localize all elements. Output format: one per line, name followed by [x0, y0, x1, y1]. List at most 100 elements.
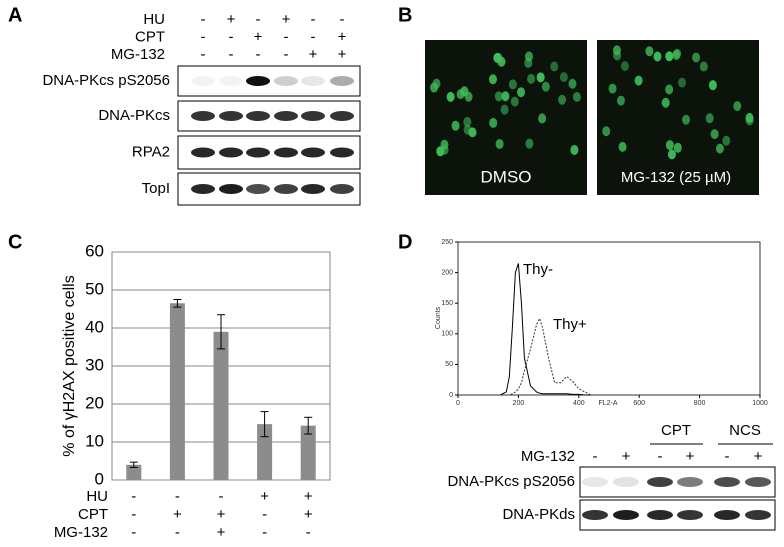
band — [330, 111, 354, 121]
sign: + — [173, 506, 182, 523]
nucleus — [745, 115, 754, 126]
nucleus — [446, 91, 455, 102]
sign: + — [227, 11, 236, 28]
sign: + — [304, 488, 313, 505]
series-label: Thy+ — [553, 316, 587, 333]
nucleus — [665, 140, 674, 151]
y-tick-label: 50 — [85, 279, 104, 298]
nucleus — [570, 144, 579, 155]
condition-label: MG-132 — [521, 448, 575, 465]
blot-label: DNA-PKcs pS2056 — [447, 473, 575, 490]
nucleus — [602, 126, 611, 137]
nucleus — [678, 77, 687, 88]
sign: - — [311, 11, 316, 28]
bar — [126, 464, 142, 480]
band — [330, 76, 354, 86]
panel-label: D — [398, 231, 412, 253]
band — [219, 76, 243, 86]
nucleus — [618, 141, 627, 152]
sign: - — [201, 46, 206, 63]
y-tick-label: 50 — [445, 361, 453, 368]
sign: + — [254, 28, 263, 45]
error-bar — [129, 461, 138, 468]
nucleus — [468, 127, 477, 138]
band — [714, 510, 740, 520]
sign: - — [219, 488, 224, 505]
band — [191, 111, 215, 121]
band — [613, 477, 639, 487]
condition-label: HU — [86, 488, 108, 505]
sign: - — [262, 506, 267, 523]
band — [301, 184, 325, 194]
sign: - — [593, 448, 598, 465]
x-tick-label: 600 — [633, 400, 645, 407]
sign: - — [201, 28, 206, 45]
nucleus — [682, 114, 691, 125]
nucleus — [661, 97, 670, 108]
sign: - — [725, 448, 730, 465]
x-tick-label: 800 — [694, 400, 706, 407]
nucleus — [527, 73, 536, 84]
nucleus — [495, 138, 504, 149]
nucleus — [692, 52, 701, 63]
nucleus — [620, 61, 629, 72]
plot-area — [457, 241, 761, 396]
condition-label: HU — [143, 11, 165, 28]
sign: - — [131, 488, 136, 505]
sign: + — [686, 448, 695, 465]
nucleus — [538, 113, 547, 124]
y-axis-label: Counts — [435, 306, 442, 329]
band — [613, 510, 639, 520]
y-tick-label: 40 — [85, 317, 104, 336]
blot-label: RPA2 — [132, 143, 170, 160]
histogram-line — [500, 263, 591, 396]
band — [219, 111, 243, 121]
nucleus — [451, 120, 460, 131]
nucleus — [667, 149, 676, 160]
group-label: NCS — [729, 422, 761, 439]
x-tick-label: 1000 — [752, 400, 768, 407]
nucleus — [525, 138, 534, 149]
band — [274, 147, 298, 158]
y-tick-label: 0 — [449, 392, 453, 399]
nucleus — [541, 81, 550, 92]
nucleus — [572, 92, 581, 103]
sign: + — [304, 506, 313, 523]
band — [647, 477, 673, 487]
nucleus — [708, 80, 717, 91]
error-bar — [173, 299, 182, 308]
band — [301, 111, 325, 121]
nucleus — [653, 51, 662, 62]
condition-label: CPT — [135, 28, 165, 45]
y-tick-label: 20 — [85, 393, 104, 412]
y-tick-label: 200 — [441, 269, 453, 276]
band — [191, 184, 215, 194]
sign: - — [229, 46, 234, 63]
x-tick-label: 200 — [513, 400, 525, 407]
bar — [169, 303, 185, 480]
micrograph — [425, 40, 587, 195]
band — [677, 510, 703, 520]
caption: DMSO — [481, 167, 532, 186]
x-tick-label: 0 — [456, 400, 460, 407]
nucleus — [508, 79, 517, 90]
panel-label: B — [398, 4, 412, 26]
band — [246, 184, 270, 194]
nucleus — [705, 113, 714, 124]
y-tick-label: 10 — [85, 431, 104, 450]
sign: - — [131, 524, 136, 541]
nucleus — [672, 50, 681, 61]
nucleus — [733, 101, 742, 112]
sign: - — [201, 11, 206, 28]
sign: - — [306, 524, 311, 541]
sign: - — [262, 524, 267, 541]
condition-label: CPT — [78, 506, 108, 523]
nucleus — [558, 94, 567, 105]
nucleus — [559, 72, 568, 83]
nucleus — [715, 143, 724, 154]
bar — [257, 424, 273, 480]
nucleus — [613, 50, 622, 61]
nucleus — [608, 83, 617, 94]
sign: + — [260, 488, 269, 505]
nucleus — [699, 61, 708, 72]
